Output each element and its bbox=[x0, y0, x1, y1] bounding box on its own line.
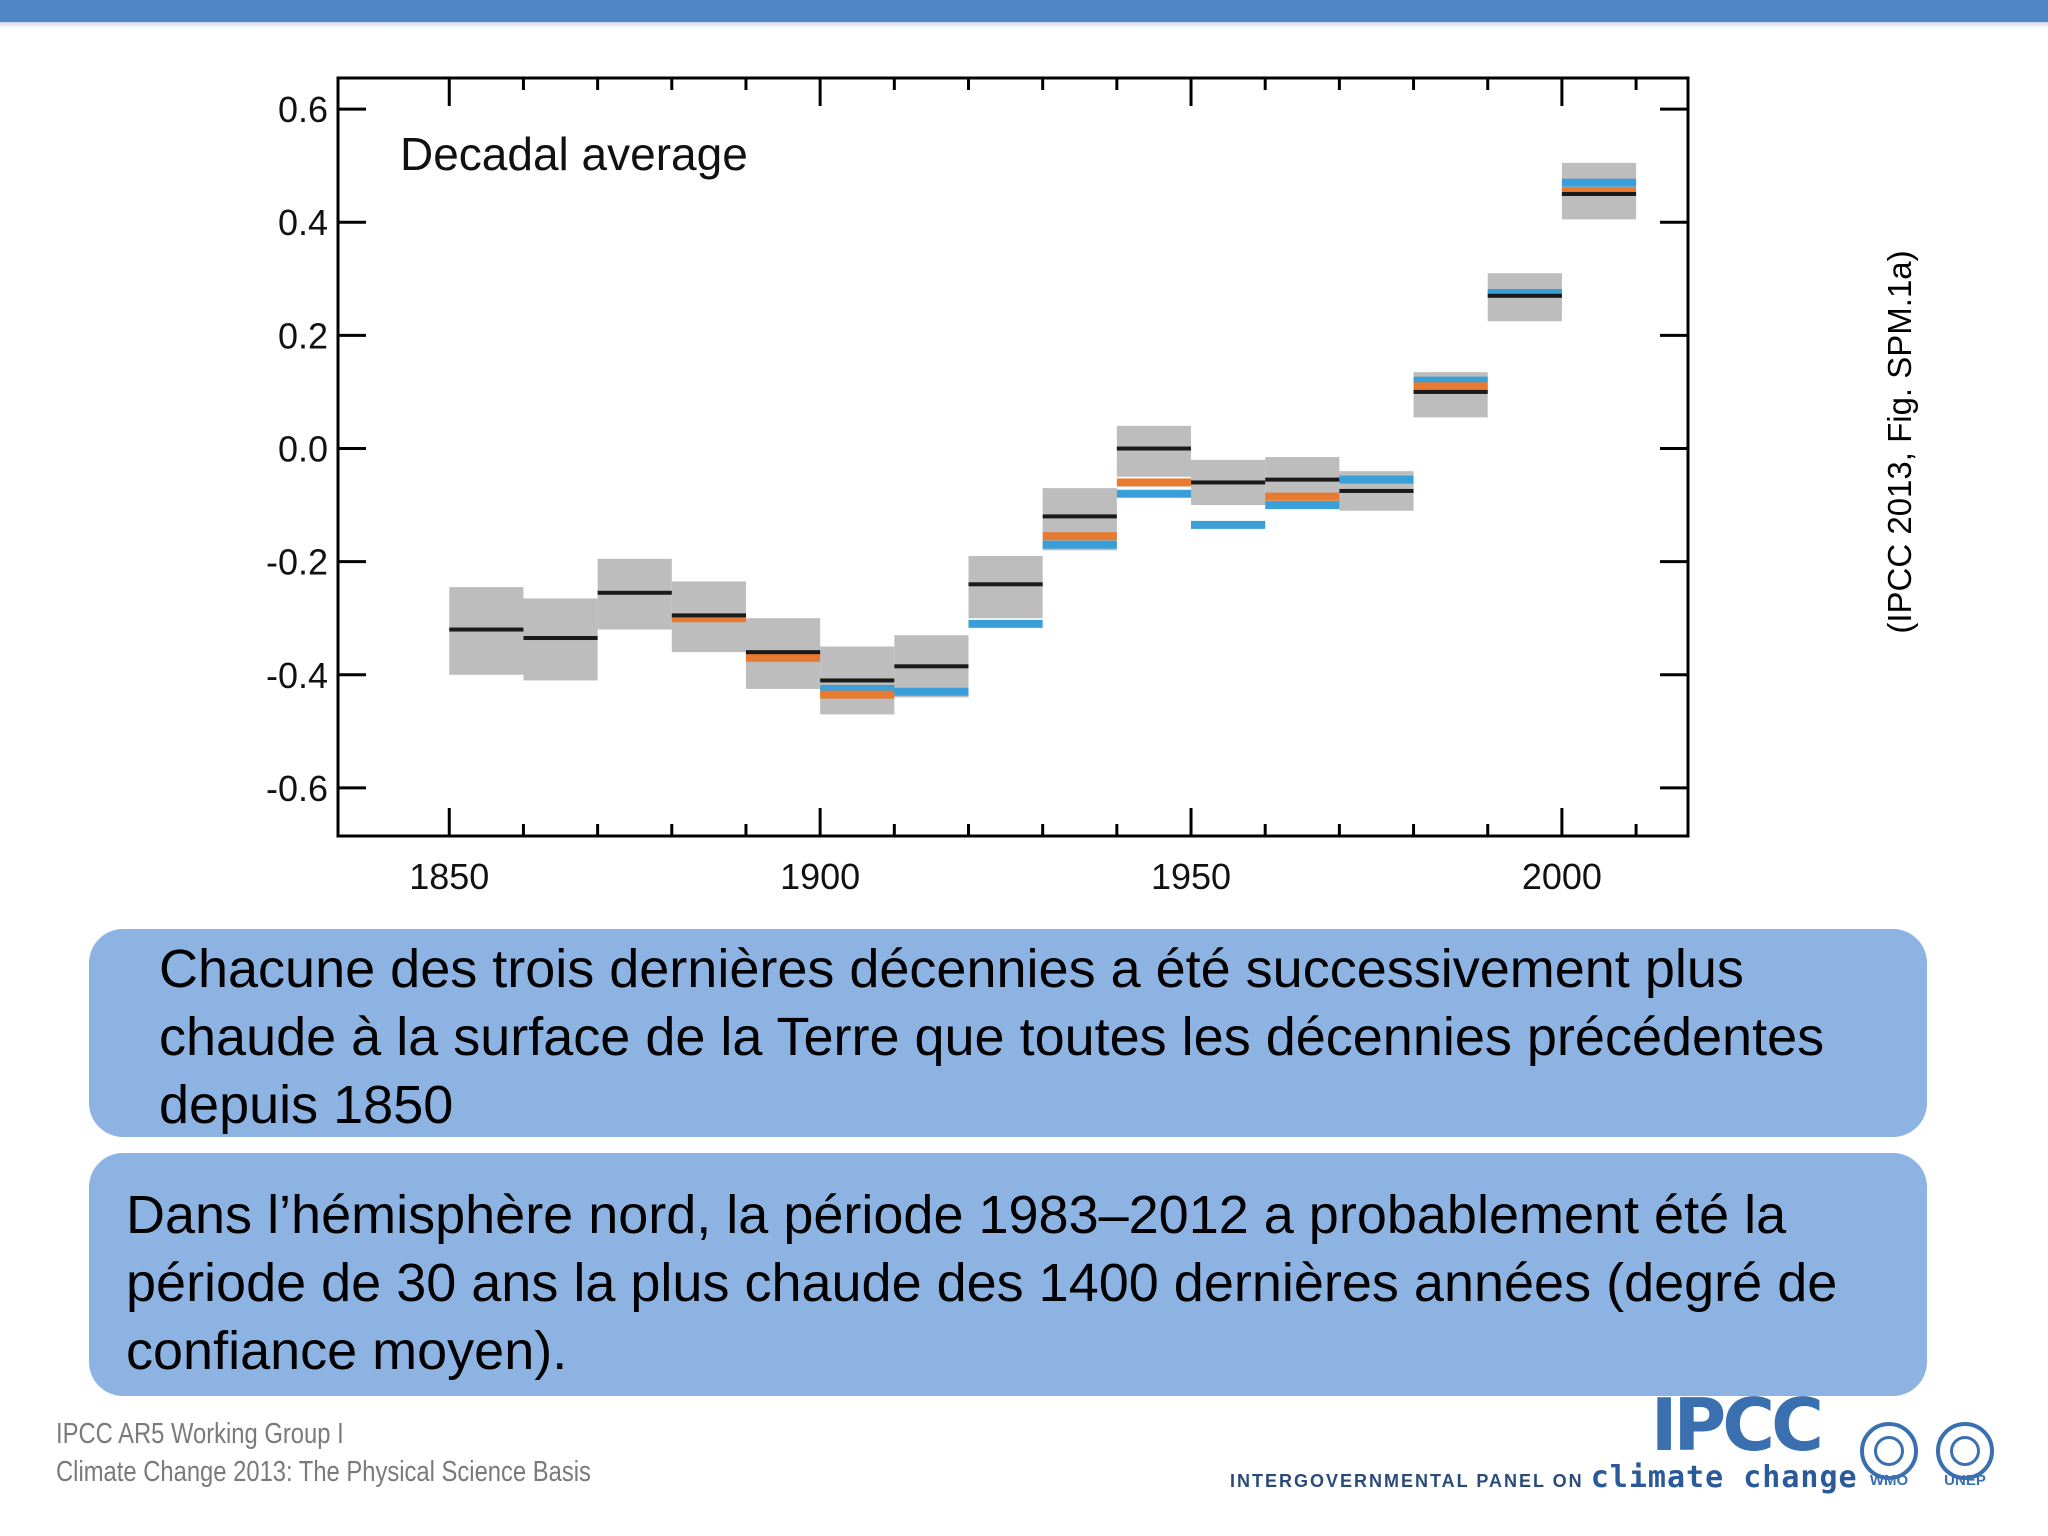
y-tick-label-1: 0.4 bbox=[278, 202, 328, 243]
footer-line-1: IPCC AR5 Working Group I bbox=[56, 1418, 344, 1450]
header-bar-shadow bbox=[0, 22, 2048, 28]
unep-logo-icon bbox=[1936, 1422, 1994, 1480]
black-line-1950 bbox=[1191, 480, 1266, 485]
black-line-1990 bbox=[1487, 293, 1562, 298]
blue-line-1950 bbox=[1191, 520, 1266, 529]
blue-line-1980 bbox=[1413, 376, 1488, 385]
x-tick-label-1900: 1900 bbox=[780, 856, 860, 897]
black-line-1970 bbox=[1339, 488, 1414, 493]
black-line-1980 bbox=[1413, 389, 1488, 394]
decade-lines bbox=[449, 178, 1637, 699]
decadal-average-chart: 0.6 0.4 0.2 0.0 -0.2 -0.4 -0.6 1850 1900 1950 2000… bbox=[266, 76, 1690, 897]
ipcc-tagline: INTERGOVERNMENTAL PANEL ON climate chang… bbox=[1230, 1460, 1858, 1495]
ipcc-logo: IPCC bbox=[1650, 1395, 1820, 1455]
footer-line-2: Climate Change 2013: The Physical Scienc… bbox=[56, 1456, 591, 1488]
footer-credit: IPCC AR5 Working Group I Climate Change … bbox=[56, 1415, 591, 1491]
orange-line-1900 bbox=[820, 690, 895, 699]
blue-line-1960 bbox=[1265, 501, 1340, 510]
uncertainty-boxes bbox=[449, 162, 1637, 715]
black-line-1940 bbox=[1116, 446, 1192, 451]
orange-line-1880 bbox=[671, 614, 746, 623]
statement-text-1: Chacune des trois dernières décennies a … bbox=[159, 939, 1825, 1135]
y-tick-label-3: 0.0 bbox=[278, 429, 328, 470]
y-tick-label-5: -0.4 bbox=[266, 655, 328, 696]
blue-line-1920 bbox=[968, 619, 1043, 628]
y-tick-label-2: 0.2 bbox=[278, 315, 328, 356]
orange-line-1890 bbox=[745, 653, 821, 662]
blue-line-1940 bbox=[1116, 489, 1192, 498]
orange-line-2000 bbox=[1561, 187, 1637, 196]
unep-label: UNEP bbox=[1944, 1472, 1986, 1489]
black-line-1920 bbox=[968, 582, 1043, 587]
blue-line-2000 bbox=[1561, 178, 1637, 187]
statement-text-2: Dans l’hémisphère nord, la période 1983–… bbox=[126, 1185, 1838, 1381]
black-line-1960 bbox=[1265, 477, 1340, 482]
header-bar bbox=[0, 0, 2048, 22]
black-line-1910 bbox=[894, 664, 969, 669]
chart-title: Decadal average bbox=[400, 128, 748, 180]
plot-frame bbox=[336, 76, 1690, 838]
black-line-1880 bbox=[671, 613, 746, 618]
black-line-1850 bbox=[449, 627, 524, 632]
orange-line-1980 bbox=[1413, 382, 1488, 391]
blue-line-1990 bbox=[1487, 288, 1562, 297]
black-line-1870 bbox=[597, 590, 672, 595]
wmo-label: WMO bbox=[1869, 1472, 1909, 1489]
blue-line-1970 bbox=[1339, 475, 1414, 484]
figure-citation: (IPCC 2013, Fig. SPM.1a) bbox=[1881, 250, 1918, 634]
black-line-2000 bbox=[1561, 191, 1637, 196]
uncertainty-box-1920 bbox=[968, 555, 1043, 619]
ipcc-tagline-small: INTERGOVERNMENTAL PANEL ON bbox=[1230, 1471, 1584, 1491]
uncertainty-box-1940 bbox=[1116, 425, 1192, 477]
x-tick-label-1950: 1950 bbox=[1151, 856, 1231, 897]
ipcc-tagline-big: climate change bbox=[1590, 1460, 1858, 1495]
x-tick-label-2000: 2000 bbox=[1522, 856, 1602, 897]
blue-line-1900 bbox=[820, 684, 895, 693]
orange-line-1960 bbox=[1265, 492, 1340, 501]
wmo-logo-icon bbox=[1860, 1422, 1918, 1480]
black-line-1890 bbox=[745, 650, 821, 655]
blue-line-1930 bbox=[1042, 540, 1117, 549]
blue-line-1910 bbox=[894, 687, 969, 696]
orange-line-1930 bbox=[1042, 532, 1117, 541]
axes: 0.6 0.4 0.2 0.0 -0.2 -0.4 -0.6 1850 1900 1950 2000 bbox=[266, 76, 1690, 897]
orange-line-1940 bbox=[1116, 478, 1192, 487]
y-tick-label-4: -0.2 bbox=[266, 542, 328, 583]
y-tick-label-0: 0.6 bbox=[278, 89, 328, 130]
y-tick-label-6: -0.6 bbox=[266, 768, 328, 809]
black-line-1900 bbox=[820, 678, 895, 683]
statement-box-1: Chacune des trois dernières décennies a … bbox=[89, 929, 1927, 1137]
x-tick-label-1850: 1850 bbox=[409, 856, 489, 897]
black-line-1930 bbox=[1042, 514, 1117, 519]
black-line-1860 bbox=[523, 636, 598, 641]
statement-box-2: Dans l’hémisphère nord, la période 1983–… bbox=[89, 1153, 1927, 1396]
